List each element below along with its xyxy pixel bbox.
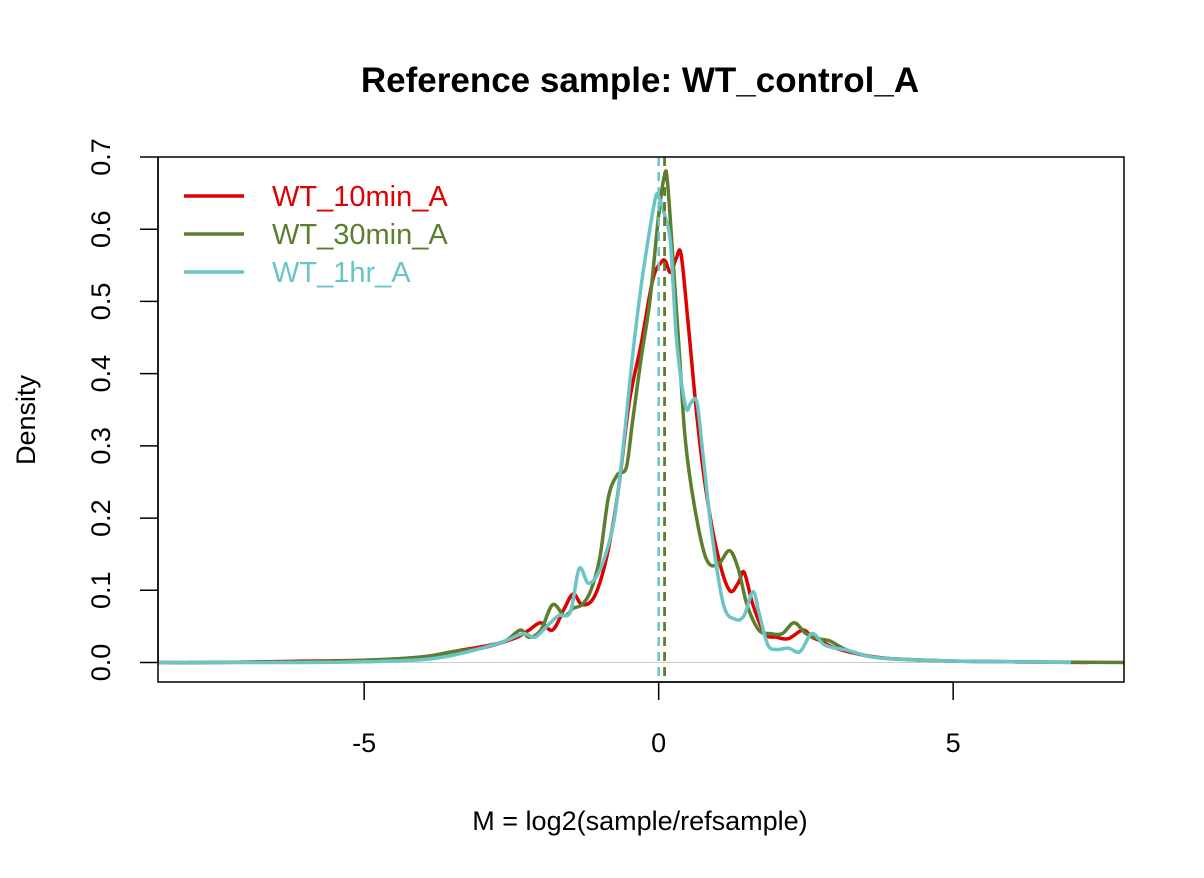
x-axis: -5 0 5 — [352, 681, 961, 758]
y-axis: 0.0 0.1 0.2 0.3 0.4 0.5 0.6 0.7 — [86, 138, 159, 682]
y-tick-label: 0.2 — [86, 499, 116, 537]
y-tick-label: 0.3 — [86, 427, 116, 465]
series-line-3 — [158, 191, 1072, 665]
x-tick-label: 0 — [651, 728, 666, 758]
legend: WT_10min_A WT_30min_A WT_1hr_A — [184, 181, 448, 289]
y-axis-label: Density — [11, 374, 41, 465]
y-tick-label: 0.5 — [86, 283, 116, 321]
y-tick-label: 0.7 — [86, 138, 116, 176]
series-line-1 — [158, 248, 1089, 665]
median-lines-layer — [657, 157, 666, 682]
y-tick-label: 0.6 — [86, 210, 116, 248]
y-tick-label: 0.4 — [86, 355, 116, 393]
x-tick-label: -5 — [352, 728, 376, 758]
y-tick-label: 0.1 — [86, 572, 116, 610]
legend-label-1: WT_10min_A — [272, 181, 448, 213]
x-axis-label: M = log2(sample/refsample) — [472, 806, 807, 836]
legend-label-2: WT_30min_A — [272, 219, 448, 251]
y-tick-label: 0.0 — [86, 644, 116, 682]
legend-label-3: WT_1hr_A — [272, 257, 411, 289]
chart-title: Reference sample: WT_control_A — [361, 61, 919, 100]
x-tick-label: 5 — [946, 728, 961, 758]
